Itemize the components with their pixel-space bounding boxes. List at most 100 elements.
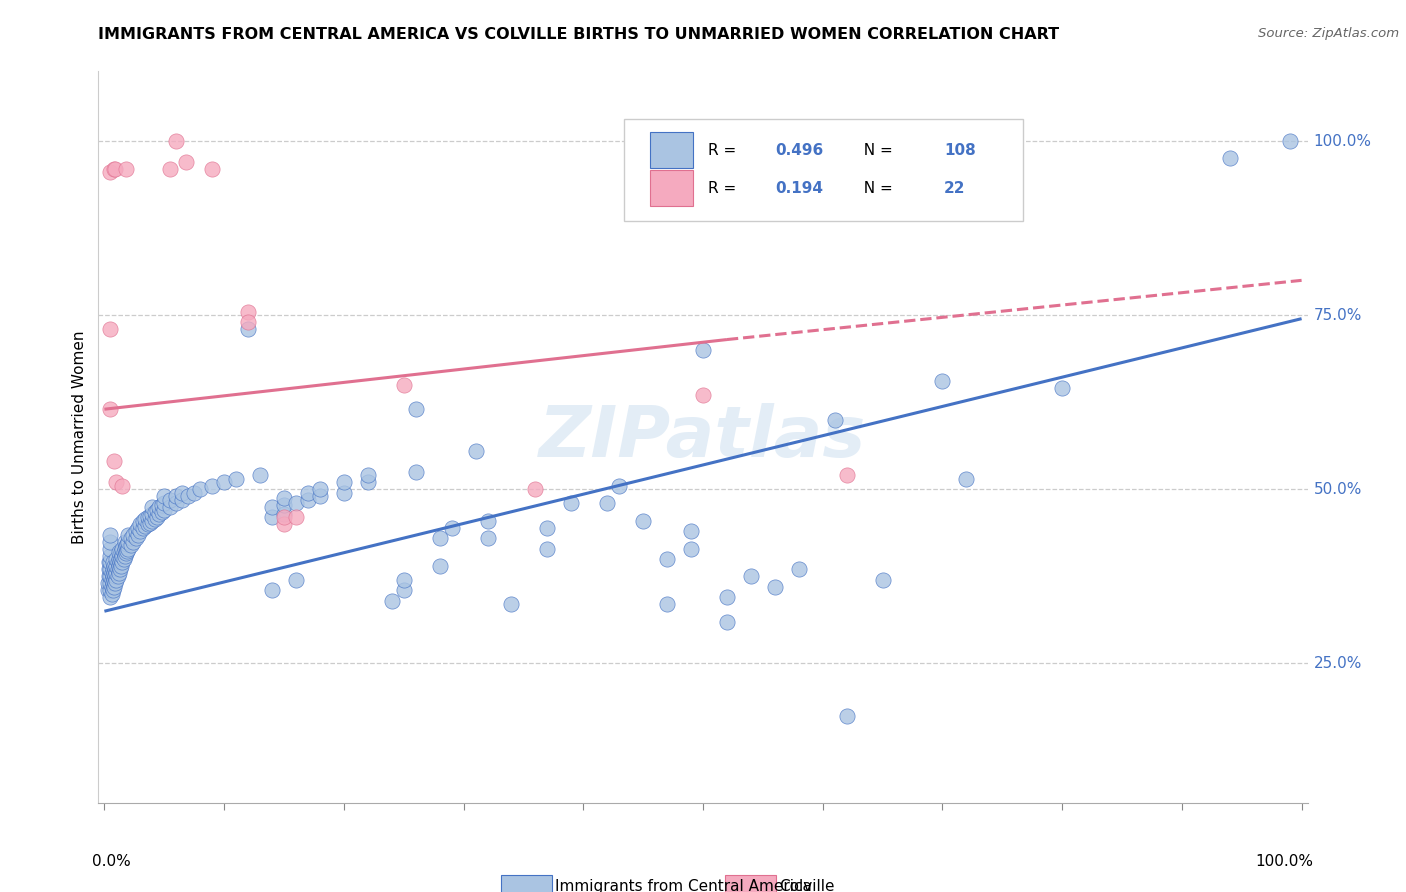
Point bbox=[201, 161, 224, 176]
Point bbox=[103, 580, 125, 594]
Point bbox=[107, 545, 129, 559]
Point bbox=[309, 489, 332, 503]
Point bbox=[97, 576, 120, 591]
Point bbox=[429, 558, 451, 573]
Point bbox=[100, 566, 122, 580]
Point bbox=[607, 479, 630, 493]
Point bbox=[114, 549, 136, 563]
Text: 100.0%: 100.0% bbox=[1313, 134, 1372, 149]
Point bbox=[260, 500, 283, 514]
Text: N =: N = bbox=[853, 181, 897, 196]
Point bbox=[763, 580, 786, 594]
Point bbox=[100, 165, 122, 179]
Point bbox=[148, 500, 170, 514]
Point bbox=[100, 573, 122, 587]
Point bbox=[103, 558, 125, 573]
Point bbox=[105, 573, 128, 587]
Point bbox=[143, 505, 166, 519]
Point bbox=[108, 562, 131, 576]
Point bbox=[692, 343, 714, 357]
Point bbox=[100, 527, 122, 541]
Point bbox=[333, 475, 356, 490]
Point bbox=[139, 516, 162, 530]
Point bbox=[100, 583, 122, 598]
Point bbox=[146, 503, 169, 517]
Point bbox=[260, 510, 283, 524]
Point bbox=[273, 517, 295, 532]
Point bbox=[150, 498, 173, 512]
Text: Source: ZipAtlas.com: Source: ZipAtlas.com bbox=[1258, 27, 1399, 40]
Point bbox=[115, 540, 138, 554]
Point bbox=[716, 591, 738, 605]
Point bbox=[115, 161, 138, 176]
Point bbox=[100, 402, 122, 417]
Point bbox=[101, 556, 124, 570]
Point bbox=[1219, 152, 1241, 166]
Point bbox=[98, 569, 121, 583]
Point bbox=[260, 583, 283, 598]
Text: 100.0%: 100.0% bbox=[1256, 854, 1313, 869]
Point bbox=[236, 304, 259, 318]
Point bbox=[127, 521, 149, 535]
Point bbox=[111, 541, 134, 556]
Point bbox=[273, 491, 295, 505]
Point bbox=[148, 507, 170, 521]
Point bbox=[835, 708, 858, 723]
Point bbox=[105, 558, 128, 573]
Point bbox=[100, 549, 122, 563]
Point bbox=[177, 489, 200, 503]
Point bbox=[172, 485, 194, 500]
FancyBboxPatch shape bbox=[724, 875, 776, 892]
Point bbox=[273, 507, 295, 521]
Point bbox=[824, 412, 846, 426]
Point bbox=[100, 322, 122, 336]
Point bbox=[225, 472, 247, 486]
Point bbox=[104, 562, 127, 576]
Point bbox=[108, 556, 131, 570]
Point bbox=[392, 377, 415, 392]
Point bbox=[111, 556, 134, 570]
Text: R =: R = bbox=[709, 143, 741, 158]
Point bbox=[110, 545, 132, 559]
Point bbox=[429, 531, 451, 545]
Point bbox=[134, 511, 156, 525]
Point bbox=[127, 527, 149, 541]
Point bbox=[560, 496, 582, 510]
Point bbox=[136, 517, 159, 532]
Text: 0.0%: 0.0% bbox=[93, 854, 131, 869]
Point bbox=[101, 562, 124, 576]
Point bbox=[103, 454, 125, 468]
FancyBboxPatch shape bbox=[650, 132, 693, 169]
Point bbox=[249, 468, 271, 483]
Point bbox=[101, 576, 124, 591]
Point bbox=[273, 510, 295, 524]
Point bbox=[101, 583, 124, 598]
Point bbox=[679, 524, 702, 538]
Point bbox=[97, 583, 120, 598]
Point bbox=[357, 475, 380, 490]
Point bbox=[201, 479, 224, 493]
Point bbox=[236, 322, 259, 336]
Text: ZIPatlas: ZIPatlas bbox=[540, 402, 866, 472]
Point bbox=[100, 587, 122, 601]
Point bbox=[100, 576, 122, 591]
Point bbox=[991, 152, 1014, 166]
Point bbox=[107, 556, 129, 570]
Point bbox=[165, 134, 187, 148]
Point bbox=[896, 152, 918, 166]
Point bbox=[392, 573, 415, 587]
Point bbox=[692, 388, 714, 402]
Point bbox=[183, 485, 205, 500]
Point bbox=[111, 549, 134, 563]
Point bbox=[105, 566, 128, 580]
Point bbox=[141, 514, 163, 528]
Point bbox=[104, 569, 127, 583]
Text: Immigrants from Central America: Immigrants from Central America bbox=[555, 880, 813, 892]
Text: 25.0%: 25.0% bbox=[1313, 656, 1362, 671]
Point bbox=[1050, 381, 1073, 395]
Point bbox=[501, 597, 523, 611]
Point bbox=[153, 496, 176, 510]
Text: R =: R = bbox=[709, 181, 741, 196]
Point bbox=[153, 489, 176, 503]
Point bbox=[1278, 134, 1301, 148]
